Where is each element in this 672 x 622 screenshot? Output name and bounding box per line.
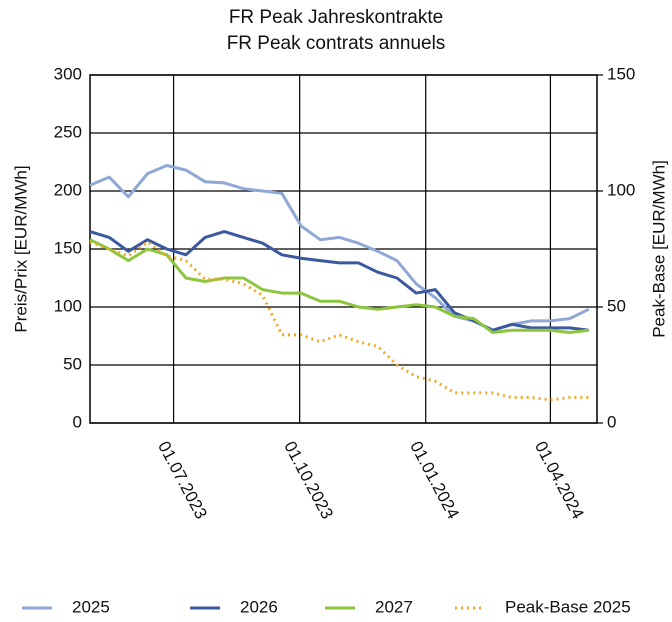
- plot-frame: [89, 74, 598, 424]
- legend-label: 2025: [72, 597, 110, 616]
- x-tick-label: 01.07.2023: [154, 438, 211, 522]
- y-tick-label: 50: [63, 354, 82, 373]
- chart-title: FR Peak Jahreskontrakte: [229, 7, 443, 28]
- series-line: [89, 240, 589, 402]
- y-axis-label: Preis/Prix [EUR/MWh]: [11, 165, 30, 332]
- x-tick-label: 01.10.2023: [280, 438, 337, 522]
- y2-tick-label: 0: [607, 412, 616, 431]
- chart-subtitle: FR Peak contrats annuels: [227, 33, 446, 54]
- legend-label: 2027: [375, 597, 413, 616]
- x-tick-label: 01.01.2024: [406, 438, 463, 522]
- y-tick-label: 150: [54, 238, 82, 257]
- series-line: [89, 238, 589, 335]
- y-tick-label: 100: [54, 296, 82, 315]
- y2-tick-label: 100: [607, 180, 635, 199]
- legend-label: Peak-Base 2025: [505, 597, 631, 616]
- y2-tick-label: 50: [607, 296, 626, 315]
- y-tick-label: 0: [73, 412, 82, 431]
- legend-label: 2026: [240, 597, 278, 616]
- y-tick-label: 200: [54, 180, 82, 199]
- y2-axis-label: Peak-Base [EUR/MWh]: [649, 160, 668, 338]
- y-tick-label: 300: [54, 64, 82, 83]
- x-tick-label: 01.04.2024: [531, 438, 588, 522]
- y2-tick-label: 150: [607, 64, 635, 83]
- y-tick-label: 250: [54, 122, 82, 141]
- series-line: [89, 230, 589, 332]
